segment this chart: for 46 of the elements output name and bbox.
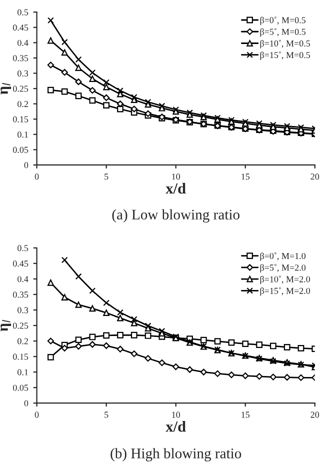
y-tick-label: 0.4 — [18, 276, 28, 282]
y-tick-label: 0.3 — [18, 307, 28, 314]
x-tick-label: 5 — [104, 412, 108, 418]
y-tick-label: 0.2 — [18, 338, 28, 344]
legend-label: β=0˚, M=0.5 — [260, 16, 306, 26]
x-axis-title: x/d — [166, 182, 186, 194]
y-tick-label: 0 — [24, 400, 28, 406]
legend-label: β=15˚, M=0.5 — [260, 51, 310, 60]
legend-label: β=10˚, M=2.0 — [260, 276, 310, 284]
x-tick-label: 10 — [172, 412, 180, 418]
y-tick-label: 0.3 — [18, 70, 28, 77]
x-tick-label: 10 — [172, 174, 180, 180]
legend-label: β=15˚, M=2.0 — [260, 287, 310, 296]
y-tick-label: 0.35 — [13, 55, 28, 62]
x-axis-title: x/d — [166, 421, 186, 432]
y-tick-label: 0.45 — [13, 24, 28, 31]
y-tick-label: 0.1 — [18, 132, 28, 138]
y-tick-label: 0.05 — [13, 384, 28, 391]
x-tick-label: 5 — [104, 174, 108, 180]
legend-label: β=0˚, M=1.0 — [260, 252, 306, 261]
y-tick-label: 0.5 — [18, 9, 28, 16]
y-tick-label: 0.05 — [13, 146, 28, 153]
y-tick-label: 0.45 — [13, 260, 28, 267]
y-tick-label: 0.2 — [18, 100, 28, 108]
y-tick-label: 0.15 — [13, 354, 28, 360]
x-tick-label: 0 — [34, 174, 39, 180]
legend-label: β=10˚, M=0.5 — [260, 40, 310, 48]
y-tick-label: 0.4 — [18, 40, 28, 46]
y-axis-title: η$_{l}$ — [0, 82, 12, 94]
x-tick-label: 20 — [310, 412, 320, 418]
x-tick-label: 0 — [34, 412, 39, 418]
y-tick-label: 0.25 — [13, 322, 28, 329]
y-tick-label: 0 — [24, 162, 28, 168]
legend-label: β=5˚, M=0.5 — [260, 28, 306, 37]
x-tick-label: 15 — [242, 174, 250, 180]
legend-label: β=5˚, M=2.0 — [260, 264, 306, 273]
text: (b) High blowing ratio — [110, 448, 242, 462]
text: (a) Low blowing ratio — [112, 209, 240, 223]
y-tick-label: 0.15 — [13, 116, 28, 122]
y-tick-label: 0.25 — [13, 86, 28, 92]
y-axis-title: η$_{l}$ — [0, 320, 12, 332]
y-tick-label: 0.35 — [13, 292, 28, 298]
x-tick-label: 15 — [242, 412, 250, 418]
x-tick-label: 20 — [310, 174, 320, 180]
y-tick-label: 0.5 — [18, 245, 28, 252]
y-tick-label: 0.1 — [18, 369, 28, 376]
